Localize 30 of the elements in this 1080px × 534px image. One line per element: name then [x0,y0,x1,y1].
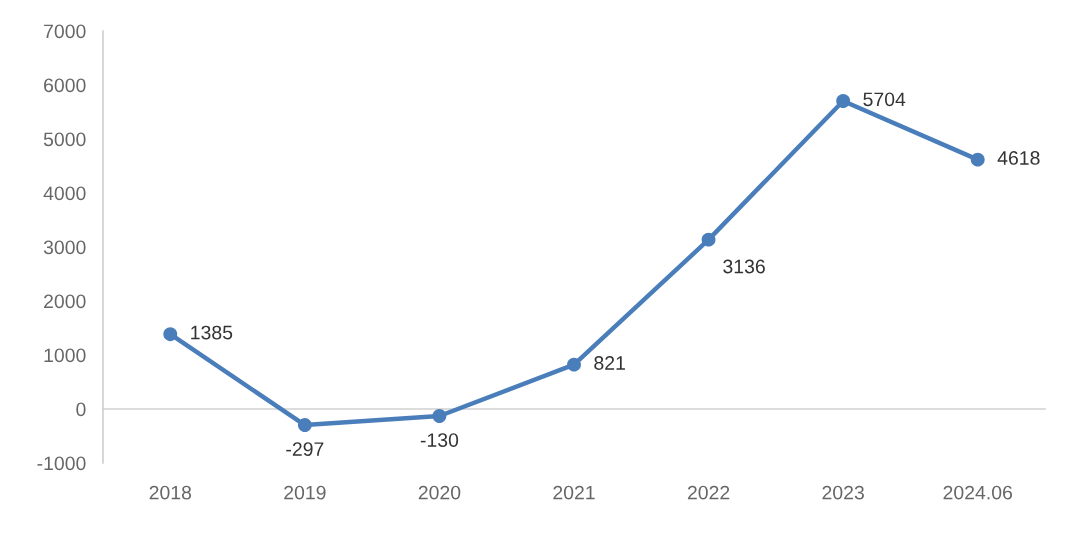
point [567,357,581,372]
x-tick-label: 2024.06 [943,485,1013,500]
data-label: 3136 [723,259,765,274]
y-tick-label: 7000 [44,24,86,39]
y-tick-label: 5000 [43,132,86,147]
data-label: 4618 [997,151,1040,165]
x-tick-label: 2019 [284,485,326,500]
point [432,409,447,423]
point [701,232,716,247]
data-label: 1385 [191,325,233,340]
y-tick-label: 2000 [44,294,86,309]
y-tick-label: 0 [76,402,86,417]
y-tick-label: -1000 [37,456,86,471]
x-tick-label: 2022 [687,485,730,500]
data-label: -297 [286,442,324,456]
point [163,327,178,342]
data-label: 821 [594,356,625,370]
data-label: 5704 [863,92,906,107]
y-tick-label: 4000 [43,186,86,201]
x-tick-label: 2020 [418,485,461,500]
point [297,418,312,432]
y-tick-label: 3000 [43,240,86,255]
point [970,152,985,167]
x-tick-label: 2018 [149,485,192,500]
point [836,94,851,108]
x-tick-label: 2023 [822,485,864,500]
data-label: -130 [420,433,459,447]
x-tick-label: 2021 [553,485,595,500]
y-tick-label: 1000 [44,348,86,363]
y-tick-label: 6000 [44,78,86,93]
